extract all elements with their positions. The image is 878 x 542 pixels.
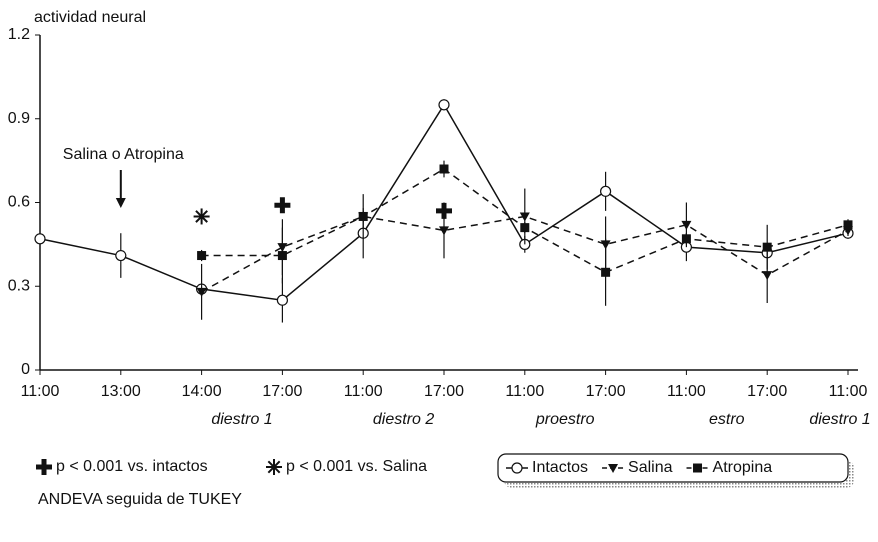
point: [277, 251, 287, 261]
point: [34, 233, 46, 245]
x-tick-label: 13:00: [101, 383, 141, 400]
x-tick-label: 11:00: [829, 383, 868, 400]
asterisk-stroke: [267, 460, 281, 474]
significance-asterisk: [193, 208, 210, 225]
significance-asterisk: [266, 459, 282, 475]
y-axis-label: actividad neural: [34, 9, 146, 26]
x-tick-label: 14:00: [182, 383, 222, 400]
x-tick-label: 17:00: [586, 383, 626, 400]
x-tick-label: 17:00: [424, 383, 464, 400]
legend-marker: [511, 462, 523, 474]
legend-label: Salina: [628, 459, 673, 476]
x-tick-label: 11:00: [21, 383, 60, 400]
legend-label: Intactos: [532, 459, 588, 476]
point: [276, 294, 288, 306]
point: [439, 226, 449, 236]
x-tick-label: 11:00: [505, 383, 544, 400]
point: [599, 185, 612, 197]
footnote: ANDEVA seguida de TUKEY: [38, 491, 242, 508]
significance-plus: [36, 459, 52, 475]
x-tick-label: 11:00: [667, 383, 706, 400]
asterisk-stroke: [195, 210, 208, 223]
annotation-arrowhead: [115, 198, 126, 208]
x-tick-label: 11:00: [344, 383, 383, 400]
point: [762, 271, 773, 281]
point: [438, 99, 450, 111]
phase-label: diestro 1: [809, 411, 870, 428]
point: [196, 287, 207, 297]
point: [520, 223, 530, 233]
phase-label: proestro: [535, 411, 595, 428]
footnote: p < 0.001 vs. intactos: [56, 458, 208, 475]
significance-plus: [274, 197, 291, 214]
y-tick-label: 0.9: [8, 110, 30, 127]
legend-marker: [693, 463, 703, 473]
point: [681, 220, 692, 230]
y-tick-label: 1.2: [8, 26, 30, 43]
phase-label: estro: [709, 411, 745, 428]
x-tick-label: 17:00: [747, 383, 787, 400]
significance-plus: [436, 202, 452, 219]
point: [358, 211, 368, 221]
y-tick-label: 0.3: [8, 277, 30, 294]
point: [115, 249, 127, 262]
y-tick-label: 0: [21, 361, 30, 378]
annotation: Salina o Atropina: [63, 146, 184, 163]
footnote: p < 0.001 vs. Salina: [286, 458, 427, 475]
point: [681, 234, 691, 244]
legend-label: Atropina: [713, 459, 773, 476]
point: [762, 242, 772, 252]
legend-box: [497, 453, 849, 483]
point: [519, 212, 530, 222]
legend-marker: [608, 464, 619, 473]
y-tick-label: 0.6: [8, 194, 30, 211]
phase-label: diestro 2: [373, 411, 434, 428]
phase-label: diestro 1: [211, 411, 272, 428]
point: [601, 267, 611, 277]
point: [197, 251, 207, 261]
point: [843, 220, 853, 230]
x-tick-label: 17:00: [262, 383, 302, 400]
point: [439, 164, 449, 174]
